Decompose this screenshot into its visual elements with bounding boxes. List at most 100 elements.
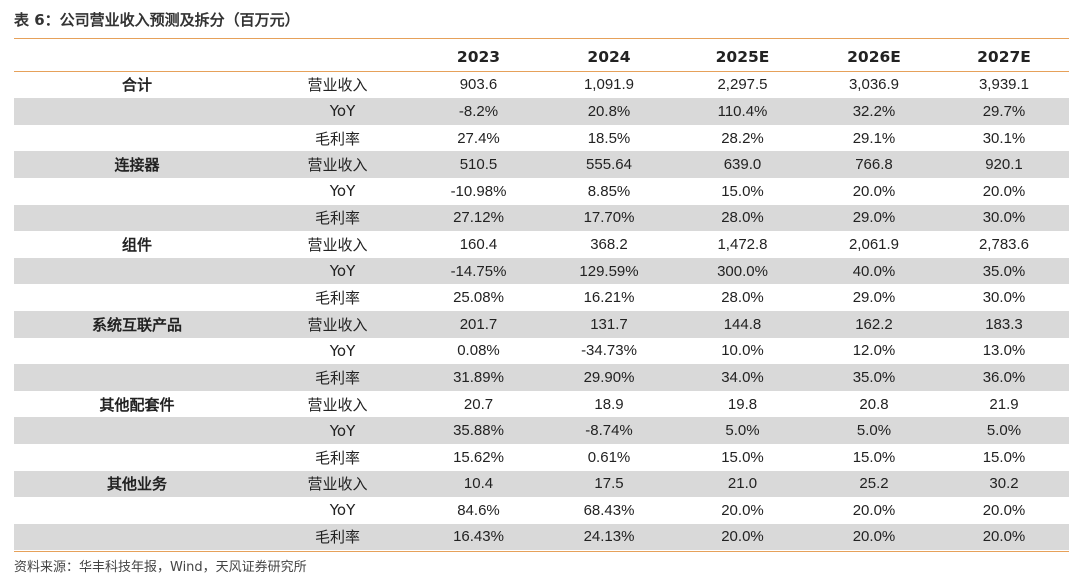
value-cell: 0.61% [587,448,631,466]
bottom-divider [14,551,1069,552]
value-cell: 21.9 [989,395,1019,413]
value-cell: 40.0% [809,257,939,285]
table-row: 毛利率 16.43% 24.13% 20.0% 20.0% 20.0% [14,523,1069,551]
metric-cell: 毛利率 [260,364,415,391]
value-cell: 2,297.5 [717,76,768,94]
value-cell: 34.0% [676,364,809,391]
value-cell: 183.3 [939,310,1069,338]
value-cell: 31.89% [415,364,542,391]
value-cell: 28.0% [676,204,809,232]
metric-cell: YoY [260,417,415,444]
metric-cell: 营业收入 [260,470,415,498]
table-row: 合计 营业收入 903.6 1,091.9 2,297.5 3,036.9 3,939.1 [14,71,1069,98]
segment-cell [14,204,260,232]
metric-cell: 毛利率 [314,289,360,308]
table-row: 毛利率 27.4% 18.5% 28.2% 29.1% 30.1% [14,125,1069,152]
value-cell: 639.0 [676,151,809,178]
value-cell: 28.2% [721,129,764,147]
value-cell: 1,091.9 [583,76,635,94]
value-cell: 15.0% [982,448,1026,466]
segment-cell: 系统互联产品 [14,310,260,338]
segment-cell [14,444,260,471]
segment-cell [14,125,260,152]
metric-cell: YoY [260,257,415,285]
value-cell: 36.0% [939,364,1069,391]
metric-cell: YoY [329,341,356,360]
value-cell: 5.0% [809,417,939,444]
value-cell: 68.43% [583,501,635,519]
table-row: YoY 0.08% -34.73% 10.0% 12.0% 13.0% [14,338,1069,365]
segment-cell [14,417,260,444]
header-cell-year: 2025E [676,44,809,72]
value-cell: 25.2 [809,470,939,498]
header-cell-segment [14,44,260,72]
segment-cell [14,523,260,551]
metric-cell: 毛利率 [314,129,360,148]
value-cell: 1,472.8 [717,235,768,253]
segment-cell [14,257,260,285]
value-cell: 300.0% [676,257,809,285]
value-cell: 15.0% [721,448,764,466]
value-cell: 30.0% [982,289,1026,307]
value-cell: 368.2 [590,235,628,253]
metric-cell: YoY [329,182,356,201]
value-cell: 18.5% [587,129,631,147]
value-cell: 20.0% [852,182,896,200]
metric-cell: YoY [329,501,356,520]
value-cell: 20.0% [676,523,809,551]
value-cell: 20.0% [982,182,1026,200]
value-cell: 15.62% [453,448,504,466]
table-row: 毛利率 15.62% 0.61% 15.0% 15.0% 15.0% [14,444,1069,471]
segment-cell: 组件 [121,235,152,254]
table-row: YoY -14.75% 129.59% 300.0% 40.0% 35.0% [14,257,1069,285]
header-cell-year: 2024 [542,44,676,72]
value-cell: 27.4% [457,129,500,147]
value-cell: 30.1% [982,129,1026,147]
segment-cell: 连接器 [14,151,260,178]
table-row: YoY -8.2% 20.8% 110.4% 32.2% 29.7% [14,98,1069,125]
segment-cell [14,284,260,311]
value-cell: -14.75% [415,257,542,285]
table-row: YoY 35.88% -8.74% 5.0% 5.0% 5.0% [14,417,1069,444]
value-cell: 35.0% [809,364,939,391]
value-cell: 10.0% [721,342,764,360]
value-cell: 920.1 [939,151,1069,178]
value-cell: -8.2% [415,98,542,125]
value-cell: 2,061.9 [848,235,900,253]
value-cell: 16.43% [415,523,542,551]
metric-cell: YoY [260,98,415,125]
metric-cell: 营业收入 [260,151,415,178]
value-cell: -10.98% [450,182,507,200]
header-cell-metric [260,44,415,72]
value-cell: 2,783.6 [978,235,1030,253]
value-cell: 201.7 [415,310,542,338]
value-cell: 510.5 [415,151,542,178]
value-cell: 5.0% [939,417,1069,444]
value-cell: 162.2 [809,310,939,338]
value-cell: 555.64 [542,151,676,178]
value-cell: 766.8 [809,151,939,178]
metric-cell: 营业收入 [307,235,368,254]
value-cell: 15.0% [721,182,764,200]
header-row: 2023 2024 2025E 2026E 2027E [14,44,1069,72]
value-cell: 3,036.9 [848,76,900,94]
table-row: YoY -10.98% 8.85% 15.0% 20.0% 20.0% [14,178,1069,205]
table-row: 连接器 营业收入 510.5 555.64 639.0 766.8 920.1 [14,151,1069,178]
value-cell: 20.8% [542,98,676,125]
value-cell: -8.74% [542,417,676,444]
value-cell: 12.0% [852,342,896,360]
value-cell: 16.21% [583,289,635,307]
metric-cell: 毛利率 [314,448,360,467]
value-cell: 20.0% [852,501,896,519]
value-cell: 20.0% [939,523,1069,551]
metric-cell: 毛利率 [260,523,415,551]
header-cell-year: 2023 [415,44,542,72]
value-cell: 24.13% [542,523,676,551]
value-cell: 29.7% [939,98,1069,125]
segment-cell: 合计 [121,76,152,95]
value-cell: 0.08% [457,342,500,360]
value-cell: 131.7 [542,310,676,338]
segment-cell: 其他配套件 [99,395,175,414]
segment-cell [14,98,260,125]
value-cell: 30.2 [939,470,1069,498]
